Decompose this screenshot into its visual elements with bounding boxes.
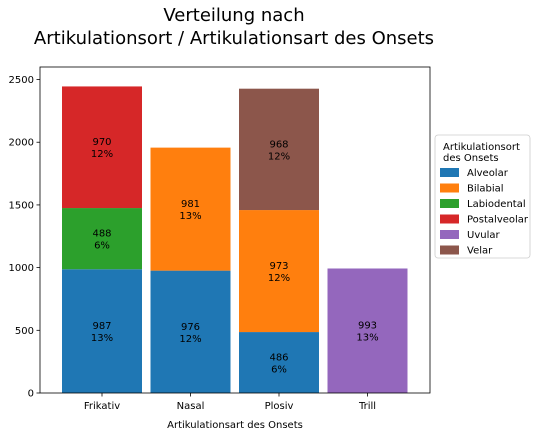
bar-segment-uvular <box>327 268 408 393</box>
y-axis: 0 500 1000 1500 2000 2500 <box>9 75 40 400</box>
legend-title-line-2: des Onsets <box>443 153 499 164</box>
legend-swatch-bilabial <box>440 183 459 193</box>
bar-percent-label: 13% <box>91 333 113 344</box>
bar-percent-label: 12% <box>268 273 290 284</box>
chart-title-line-2: Artikulationsort / Artikulationsart des … <box>34 28 434 49</box>
bar-segment-postalveolar <box>62 86 142 209</box>
bar-value-label: 970 <box>92 137 111 148</box>
legend-frame <box>434 134 531 259</box>
bar-value-label: 976 <box>181 322 200 333</box>
bar-value-label: 981 <box>181 199 200 210</box>
bars-layer: 98713%4886%97012%97612%98113%4866%97312%… <box>62 86 408 393</box>
y-tick-label: 2500 <box>9 75 34 86</box>
bar-segment-alveolar <box>150 270 231 393</box>
legend-swatch-alveolar <box>440 168 459 177</box>
legend-label-alveolar: Alveolar <box>467 168 509 179</box>
legend-swatch-velar <box>440 245 459 255</box>
bar-percent-label: 12% <box>179 334 201 345</box>
legend-label-uvular: Uvular <box>467 230 500 241</box>
legend: Artikulationsort des Onsets Alveolar Bila… <box>434 134 531 259</box>
x-axis-label: Artikulationsart des Onsets <box>167 420 303 431</box>
bar-value-label: 987 <box>92 321 111 332</box>
legend-swatch-postalveolar <box>440 214 459 224</box>
y-tick-label: 500 <box>15 326 34 337</box>
plot-frame <box>39 66 431 394</box>
legend-title-line-1: Artikulationsort <box>443 142 520 153</box>
bar-percent-label: 12% <box>91 149 113 160</box>
y-tick-label: 1500 <box>9 200 34 211</box>
legend-swatch-labiodental <box>440 199 459 208</box>
bar-value-label: 973 <box>269 261 288 272</box>
x-tick-label: Plosiv <box>265 401 294 412</box>
bar-value-label: 993 <box>358 321 377 332</box>
chart-title-line-1: Verteilung nach <box>163 5 304 26</box>
bar-value-label: 486 <box>269 353 288 364</box>
bar-percent-label: 6% <box>94 241 110 252</box>
bar-percent-label: 6% <box>271 365 287 376</box>
legend-label-velar: Velar <box>467 246 493 257</box>
bar-value-label: 488 <box>92 229 111 240</box>
bar-value-label: 968 <box>269 139 288 150</box>
bar-segment-bilabial <box>239 210 319 333</box>
legend-label-postalveolar: Postalveolar <box>467 215 529 226</box>
bar-percent-label: 13% <box>356 333 378 344</box>
bar-segment-bilabial <box>150 147 231 271</box>
y-tick-label: 1000 <box>9 263 34 274</box>
bar-percent-label: 13% <box>179 211 201 222</box>
x-tick-label: Trill <box>358 401 376 412</box>
legend-label-labiodental: Labiodental <box>467 199 526 210</box>
x-tick-label: Frikativ <box>84 401 120 412</box>
bar-segment-labiodental <box>62 208 142 270</box>
y-tick-label: 0 <box>28 389 34 400</box>
bar-percent-label: 12% <box>268 151 290 162</box>
x-axis: Frikativ Nasal Plosiv Trill <box>84 393 376 412</box>
bar-segment-alveolar <box>239 332 319 393</box>
legend-entries: Alveolar Bilabial Labiodental Postalveolar U… <box>440 168 529 257</box>
legend-swatch-uvular <box>440 230 459 239</box>
y-tick-label: 2000 <box>9 138 34 149</box>
bar-segment-alveolar <box>62 269 142 393</box>
bar-segment-velar <box>239 88 319 211</box>
legend-label-bilabial: Bilabial <box>467 184 504 195</box>
x-tick-label: Nasal <box>177 401 205 412</box>
